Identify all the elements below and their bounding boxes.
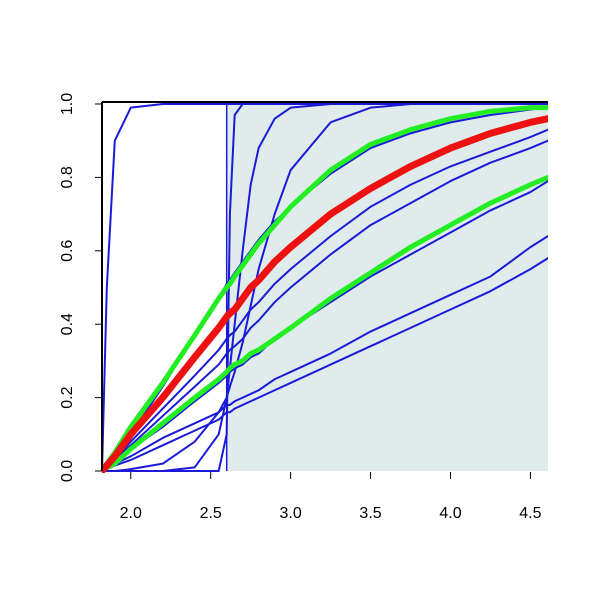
y-tick-label: 0.4 [59, 313, 76, 335]
x-tick-label: 2.0 [120, 505, 142, 522]
y-tick-label: 0.2 [59, 386, 76, 408]
series-line [102, 235, 548, 472]
series-line [102, 105, 548, 473]
series-line [102, 115, 548, 473]
series-line [102, 139, 548, 472]
series-line [102, 103, 548, 472]
x-tick-label: 2.5 [200, 505, 222, 522]
y-tick-label: 1.0 [59, 93, 76, 115]
x-tick-label: 3.5 [359, 505, 381, 522]
x-tick-label: 4.0 [439, 505, 461, 522]
y-tick-label: 0.8 [59, 166, 76, 188]
y-tick-label: 0.6 [59, 240, 76, 262]
x-tick-label: 4.5 [519, 505, 541, 522]
y-tick-label: 0.0 [59, 460, 76, 482]
shaded-region [226, 104, 548, 471]
series-line [102, 174, 548, 473]
x-tick-label: 3.0 [280, 505, 302, 522]
series-line [102, 128, 548, 472]
series-line [102, 257, 548, 472]
